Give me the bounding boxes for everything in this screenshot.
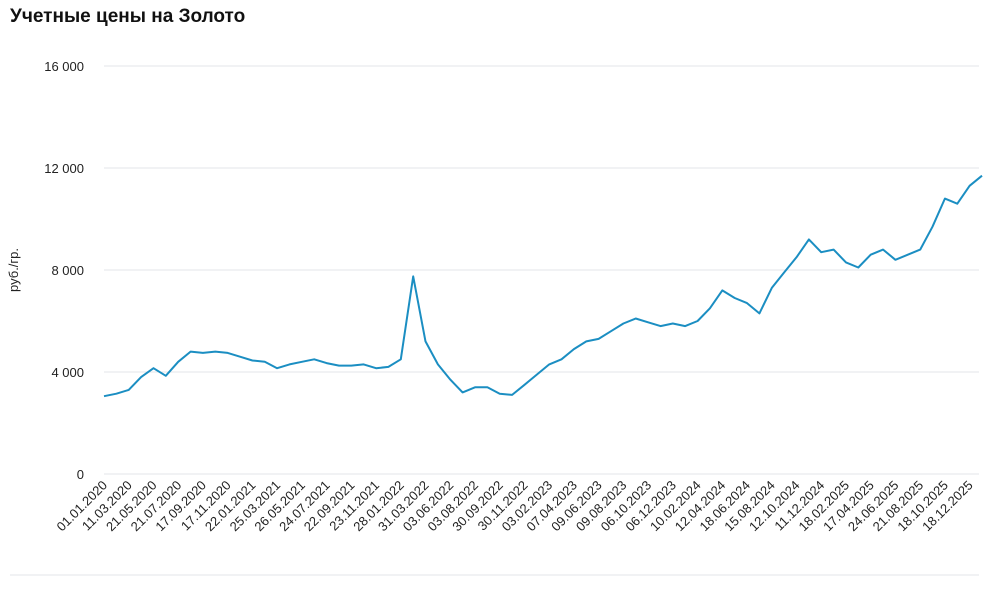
y-tick-label: 4 000 bbox=[51, 365, 84, 380]
y-tick-label: 16 000 bbox=[44, 59, 84, 74]
chart-title: Учетные цены на Золото bbox=[10, 6, 245, 27]
y-tick-label: 12 000 bbox=[44, 161, 84, 176]
y-tick-label: 8 000 bbox=[51, 263, 84, 278]
y-tick-label: 0 bbox=[77, 467, 84, 482]
y-axis-label: руб./гр. bbox=[6, 248, 21, 292]
price-line bbox=[103, 174, 983, 398]
